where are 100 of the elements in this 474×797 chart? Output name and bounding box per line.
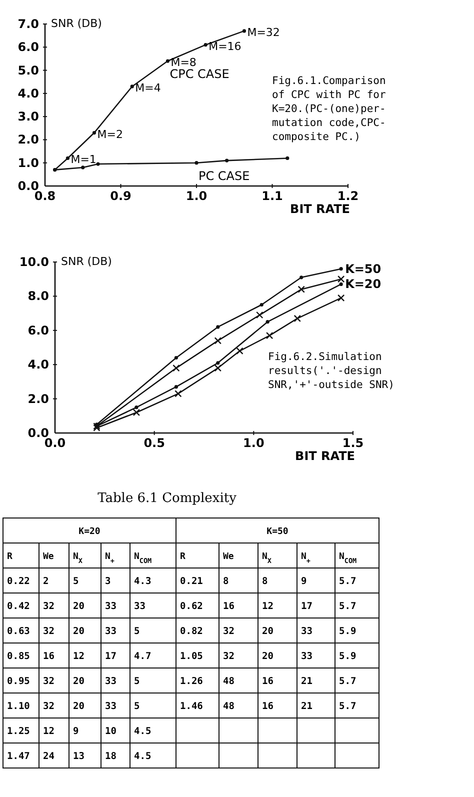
text: 5 (134, 626, 140, 637)
text: 4.7 (134, 651, 152, 662)
text: 12 (262, 601, 274, 612)
x-tick-label: 1.0 (243, 436, 264, 450)
category-label: N$_{+}$ (301, 552, 310, 565)
text: 10 (105, 726, 116, 737)
text: 33 (105, 701, 116, 712)
category-label: N$_{X}$ (262, 552, 272, 565)
text: 33 (105, 676, 116, 687)
text: 32 (43, 701, 54, 712)
text: 8 (262, 576, 268, 587)
annotation: M=16 (208, 40, 242, 53)
category-label: N$_{COM}$ (134, 552, 152, 565)
y-axis-title: SNR (DB) (61, 255, 112, 268)
text: 24 (43, 751, 54, 762)
x-tick-label: 1.1 (262, 189, 283, 203)
text: 4.5 (134, 751, 152, 762)
x-axis-title: BIT RATE (290, 202, 350, 216)
text: 21 (301, 701, 312, 712)
x-tick-label: 0.0 (44, 436, 66, 450)
text: 12 (73, 651, 84, 662)
series-label: CPC CASE (170, 67, 230, 82)
text: 5.7 (339, 701, 356, 712)
text: 5 (134, 676, 140, 687)
text: 33 (105, 626, 116, 637)
y-tick-label: 5.0 (18, 63, 39, 78)
y-tick-label: 6.0 (18, 40, 39, 54)
y-tick-label: 1.0 (18, 156, 39, 170)
x-tick-label: 0.8 (34, 189, 56, 203)
text: 5.7 (339, 576, 356, 587)
text: 8 (223, 576, 229, 587)
x-tick-label: 0.9 (110, 189, 132, 203)
text: 20 (262, 651, 274, 662)
text: 0.42 (7, 601, 30, 612)
text: 5.9 (339, 626, 356, 637)
text: 32 (43, 676, 54, 687)
x-tick-label: 1.2 (337, 189, 359, 203)
text: 0.22 (7, 576, 30, 587)
y-tick-label: 4.0 (18, 86, 39, 100)
text: 16 (43, 651, 54, 662)
text: 0.62 (180, 601, 203, 612)
text: 33 (301, 626, 312, 637)
text: 32 (43, 626, 54, 637)
text: 0.21 (180, 576, 203, 587)
text: 0.82 (180, 626, 203, 637)
category-label: N$_{X}$ (73, 552, 82, 565)
annotation: M=1 (70, 153, 96, 166)
text: 17 (301, 601, 312, 612)
text: 4.3 (134, 576, 152, 587)
text: 21 (301, 676, 312, 687)
text: 20 (73, 626, 84, 637)
text: 17 (105, 651, 116, 662)
text: 4.5 (134, 726, 152, 737)
x-tick-label: 1.5 (342, 436, 364, 450)
text: 13 (73, 751, 84, 762)
x-axis-title: BIT RATE (295, 449, 355, 463)
text: K=50 (266, 527, 288, 537)
text: 5 (73, 576, 79, 587)
text: 0.63 (7, 626, 30, 637)
text: 18 (105, 751, 116, 762)
text: 5.7 (339, 676, 356, 687)
text: 2 (43, 576, 49, 587)
text: 16 (262, 701, 274, 712)
category-label: We (223, 552, 234, 562)
annotation: M=2 (97, 128, 123, 141)
y-tick-label: 3.0 (18, 110, 39, 124)
text: K=20 (78, 527, 100, 537)
y-tick-label: 8.0 (28, 289, 49, 304)
text: 20 (73, 676, 84, 687)
annotation: M=32 (247, 26, 280, 39)
x-tick-label: 1.0 (186, 189, 208, 203)
y-tick-label: 10.0 (19, 255, 49, 269)
annotation: M=4 (135, 81, 161, 94)
series-label: PC CASE (198, 168, 250, 183)
text: 9 (301, 576, 307, 587)
category-label: N$_{COM}$ (339, 552, 357, 565)
text: 5 (134, 701, 140, 712)
x-tick-label: 0.5 (144, 436, 165, 450)
text: 16 (223, 601, 234, 612)
text: 32 (223, 626, 234, 637)
series-label: K=50 (345, 262, 382, 276)
text: Table 6.1 Complexity (98, 491, 238, 506)
annotation: M=8 (170, 56, 196, 70)
y-tick-label: 7.0 (18, 17, 39, 31)
series-label: K=20 (345, 277, 382, 292)
text: 1.05 (180, 651, 203, 662)
category-label: N$_{+}$ (105, 552, 114, 565)
y-tick-label: 6.0 (28, 323, 49, 338)
text: 16 (262, 676, 274, 687)
category-label: We (43, 552, 54, 562)
text: 33 (301, 651, 312, 662)
category-label: R (7, 552, 13, 562)
category-label: R (180, 552, 186, 562)
annotation: Fig.6.1.Comparison of CPC with PC for K=20.(PC-(one)per- mutation code,CPC- composite PC.) (272, 75, 386, 143)
text: 9 (73, 726, 79, 737)
text: 32 (43, 601, 54, 612)
text: 20 (73, 701, 84, 712)
text: 48 (223, 701, 234, 712)
text: 32 (223, 651, 234, 662)
annotation: Fig.6.2.Simulation results('.'-design SNR,'+'-outside SNR) (268, 351, 394, 391)
